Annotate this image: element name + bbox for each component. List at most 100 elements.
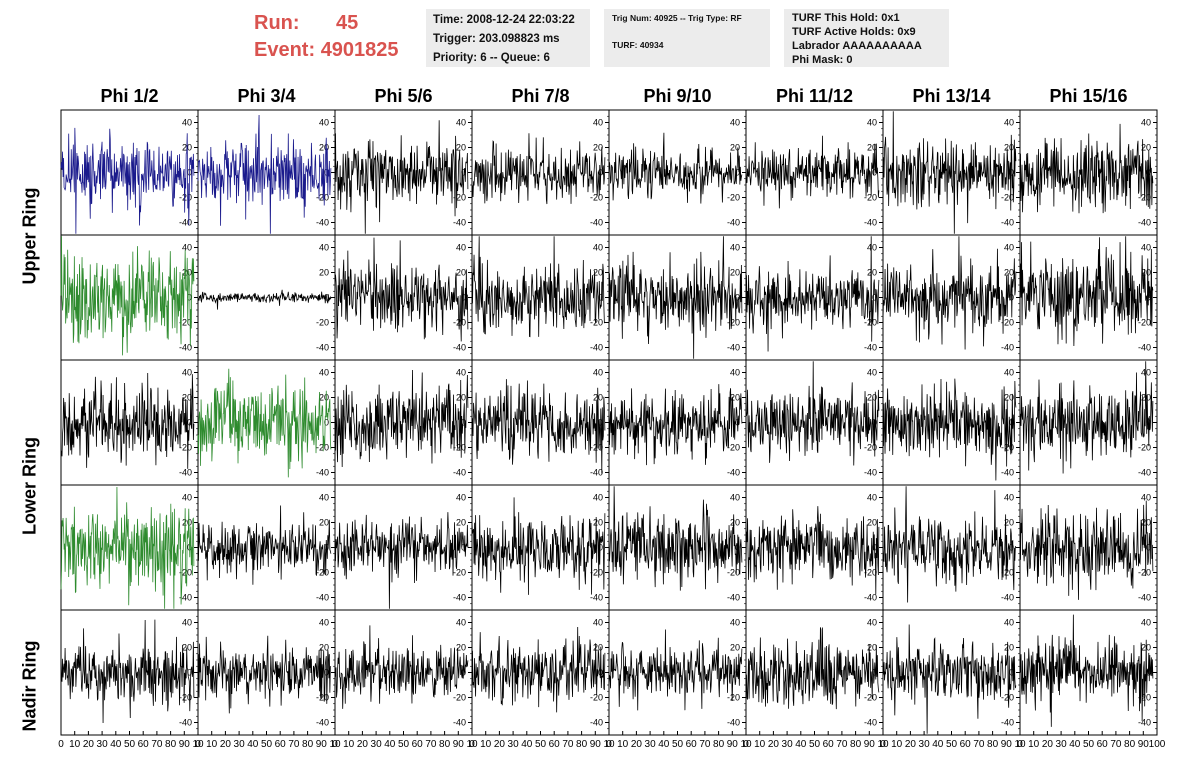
x-tick-label: 30 — [782, 739, 794, 750]
waveform-trace — [608, 486, 743, 591]
waveform-trace — [60, 236, 195, 356]
x-tick-label: 60 — [138, 739, 150, 750]
y-tick-label: 0 — [598, 543, 603, 553]
x-tick-label: 10 — [617, 739, 629, 750]
y-tick-label: 40 — [1004, 118, 1014, 128]
event-value: 4901825 — [320, 39, 399, 61]
x-tick-label: 80 — [576, 739, 588, 750]
y-tick-label: 40 — [1141, 118, 1151, 128]
waveform-trace — [197, 289, 332, 310]
waveform-trace — [471, 133, 606, 205]
y-tick-label: 20 — [593, 518, 603, 528]
y-tick-label: 40 — [182, 243, 192, 253]
y-tick-label: -40 — [453, 218, 466, 228]
y-tick-label: 20 — [867, 518, 877, 528]
y-tick-label: 20 — [867, 643, 877, 653]
y-tick-label: -20 — [727, 568, 740, 578]
y-tick-label: -40 — [1001, 718, 1014, 728]
y-tick-label: -20 — [727, 443, 740, 453]
x-tick-label: 70 — [699, 739, 711, 750]
y-tick-label: 40 — [867, 243, 877, 253]
x-tick-label: 0 — [743, 739, 749, 750]
x-tick-label: 10 — [754, 739, 766, 750]
y-tick-label: 0 — [1009, 168, 1014, 178]
x-tick-label: 10 — [740, 739, 752, 750]
waveform-trace — [334, 369, 469, 468]
y-tick-label: -40 — [316, 593, 329, 603]
waveform-trace — [608, 236, 743, 359]
waveform-trace — [608, 384, 743, 466]
turf-active-holds-text: TURF Active Holds: 0x9 — [792, 26, 916, 38]
y-tick-label: 0 — [598, 293, 603, 303]
x-tick-label: 0 — [606, 739, 612, 750]
y-tick-label: -20 — [864, 443, 877, 453]
y-tick-label: 20 — [319, 643, 329, 653]
y-tick-label: -20 — [864, 568, 877, 578]
column-header-phi-9-10: Phi 9/10 — [643, 86, 712, 106]
x-tick-label: 80 — [850, 739, 862, 750]
x-tick-label: 50 — [809, 739, 821, 750]
y-tick-label: 20 — [182, 393, 192, 403]
x-tick-label: 0 — [1017, 739, 1023, 750]
y-tick-label: -20 — [1001, 318, 1014, 328]
x-tick-label: 70 — [1110, 739, 1122, 750]
waveform-trace — [745, 135, 880, 209]
y-tick-label: -40 — [590, 718, 603, 728]
x-tick-label: 20 — [220, 739, 232, 750]
x-tick-label: 20 — [1042, 739, 1054, 750]
waveform-trace — [197, 505, 332, 585]
x-tick-label: 80 — [987, 739, 999, 750]
trigger-text: Trigger: 203.098823 ms — [433, 33, 560, 45]
y-tick-label: 0 — [735, 293, 740, 303]
x-tick-label: 10 — [1014, 739, 1026, 750]
waveform-trace — [1019, 123, 1154, 214]
y-tick-label: 20 — [730, 393, 740, 403]
y-tick-label: 20 — [456, 518, 466, 528]
y-tick-label: 20 — [1004, 518, 1014, 528]
x-tick-label: 40 — [110, 739, 122, 750]
waveform-trace — [471, 379, 606, 474]
y-tick-label: 40 — [319, 118, 329, 128]
x-tick-label: 20 — [83, 739, 95, 750]
waveform-trace — [471, 626, 606, 713]
y-tick-label: -20 — [316, 693, 329, 703]
y-tick-label: 20 — [319, 393, 329, 403]
waveform-trace — [1019, 500, 1154, 600]
x-tick-label: 80 — [302, 739, 314, 750]
y-tick-label: 40 — [319, 493, 329, 503]
y-tick-label: 40 — [182, 493, 192, 503]
y-tick-label: -20 — [1001, 693, 1014, 703]
phi-mask-text: Phi Mask: 0 — [792, 54, 853, 66]
waveform-trace — [745, 361, 880, 466]
run-event-block: Run: 45 Event: 4901825 — [254, 10, 399, 64]
waveform-trace — [60, 487, 195, 609]
x-tick-label: 10 — [877, 739, 889, 750]
y-tick-label: -40 — [590, 218, 603, 228]
waveform-trace — [197, 368, 332, 478]
x-tick-label: 60 — [412, 739, 424, 750]
priority-text: Priority: 6 -- Queue: 6 — [433, 52, 550, 64]
x-tick-label: 10 — [343, 739, 355, 750]
y-tick-label: -40 — [179, 718, 192, 728]
y-tick-label: -40 — [453, 593, 466, 603]
y-tick-label: 0 — [461, 168, 466, 178]
x-tick-label: 30 — [371, 739, 383, 750]
y-tick-label: 40 — [593, 493, 603, 503]
run-label: Run: — [254, 12, 300, 34]
y-tick-label: -40 — [727, 718, 740, 728]
waveform-trace — [882, 624, 1017, 734]
y-tick-label: -40 — [316, 468, 329, 478]
x-tick-label: 90 — [1138, 739, 1150, 750]
y-tick-label: -40 — [864, 343, 877, 353]
y-tick-label: -20 — [727, 193, 740, 203]
y-tick-label: -40 — [316, 343, 329, 353]
y-tick-label: 40 — [867, 118, 877, 128]
x-tick-label: 40 — [1069, 739, 1081, 750]
y-tick-label: -40 — [1001, 593, 1014, 603]
x-tick-label: 0 — [880, 739, 886, 750]
y-tick-label: -20 — [590, 568, 603, 578]
turf-this-hold-text: TURF This Hold: 0x1 — [792, 12, 900, 24]
waveform-trace — [882, 486, 1017, 603]
y-tick-label: -40 — [453, 343, 466, 353]
x-tick-label: 60 — [823, 739, 835, 750]
